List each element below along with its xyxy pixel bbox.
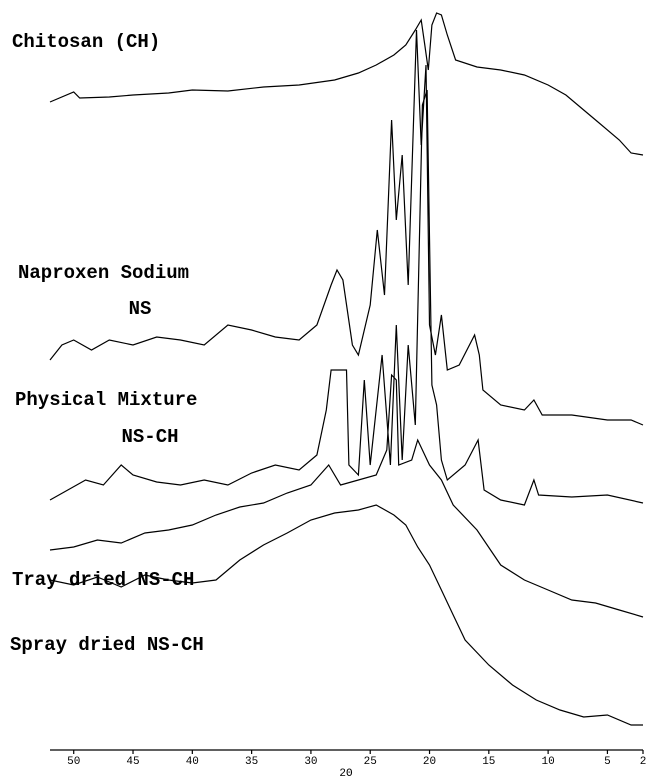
x-tick-label: 5 [604,756,611,768]
trace [49,29,644,426]
trace [49,373,644,618]
series-label: Spray dried NS-CH [10,634,204,656]
trace [49,89,644,506]
x-tick-label: 50 [67,756,80,768]
x-tick-label: 25 [364,756,377,768]
x-tick-label: 45 [126,756,139,768]
series-label: Physical Mixture [15,389,197,411]
series-label: NS [129,298,152,320]
trace [49,12,644,156]
x-tick-label: 15 [482,756,495,768]
x-tick-label: 2 [640,756,647,768]
x-tick-label: 35 [245,756,258,768]
series-label: Naproxen Sodium [18,262,189,284]
x-tick-label: 30 [304,756,317,768]
x-tick-label: 10 [542,756,555,768]
x-tick-label: 40 [186,756,199,768]
trace [49,504,643,726]
series-label: NS-CH [121,426,178,448]
x-axis-label: 2Θ [339,768,353,780]
x-tick-label: 20 [423,756,436,768]
series-label: Chitosan (CH) [12,31,160,53]
